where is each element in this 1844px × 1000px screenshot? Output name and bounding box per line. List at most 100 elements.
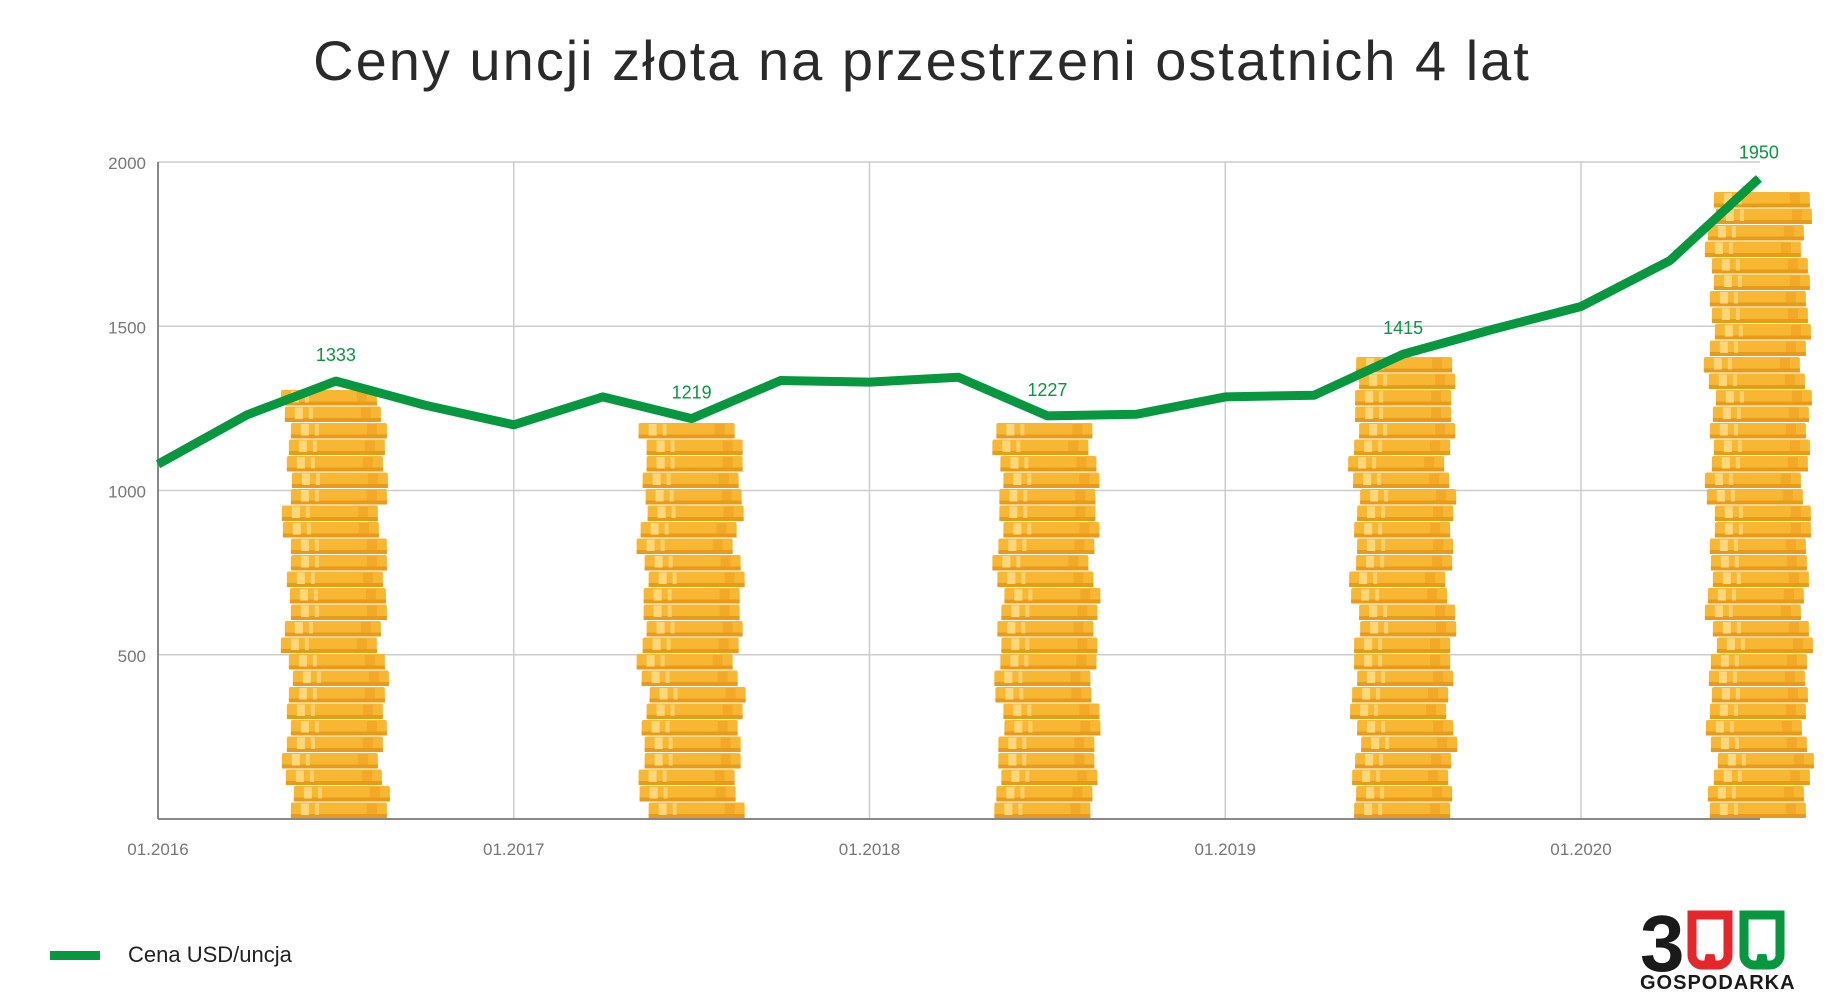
coin-stacks-layer [280, 192, 1814, 818]
coin [994, 670, 1091, 686]
coin [1714, 324, 1811, 340]
coin [1707, 225, 1804, 241]
y-tick-label: 1500 [108, 318, 146, 337]
coin [292, 670, 389, 686]
coin [1716, 637, 1813, 653]
coin [286, 571, 383, 587]
coin [1713, 439, 1810, 455]
data-label: 1227 [1027, 380, 1067, 400]
coin [1360, 489, 1457, 505]
coin-stack [1348, 357, 1458, 818]
x-tick-label: 01.2019 [1195, 840, 1256, 859]
coin [1707, 786, 1804, 802]
coin [1711, 687, 1808, 703]
coin [992, 555, 1089, 571]
coin [1354, 637, 1451, 653]
coin [644, 555, 741, 571]
coin [1357, 505, 1454, 521]
coin [649, 687, 746, 703]
coin [998, 736, 1095, 752]
coin [1711, 307, 1808, 323]
coin [1360, 621, 1457, 637]
coin [290, 423, 387, 439]
coin [1705, 720, 1802, 736]
coin [281, 753, 378, 769]
coin [996, 786, 1093, 802]
coin [290, 604, 387, 620]
coin [1359, 373, 1456, 389]
coin [1709, 538, 1806, 554]
coin [999, 489, 1096, 505]
coin [998, 538, 1095, 554]
coin [1350, 703, 1447, 719]
data-label: 1950 [1739, 142, 1779, 162]
coin [1712, 571, 1809, 587]
coin [1352, 687, 1449, 703]
data-label: 1333 [316, 345, 356, 365]
coin [1709, 802, 1806, 818]
coin [288, 654, 385, 670]
coin [1713, 274, 1810, 290]
coin [285, 769, 382, 785]
coin [1356, 786, 1453, 802]
coin [1359, 604, 1456, 620]
coin [1354, 522, 1451, 538]
coin [997, 571, 1094, 587]
coin [1354, 802, 1451, 818]
coin [642, 472, 739, 488]
coin [1704, 472, 1801, 488]
coin [1355, 390, 1452, 406]
x-tick-label: 01.2018 [839, 840, 900, 859]
coin [644, 753, 741, 769]
y-tick-label: 1000 [108, 483, 146, 502]
coin [643, 604, 740, 620]
coin [1359, 423, 1456, 439]
coin [1001, 604, 1098, 620]
coin [1354, 439, 1451, 455]
coin [1001, 769, 1098, 785]
coin [1003, 472, 1100, 488]
coin [286, 736, 383, 752]
coin [1355, 406, 1452, 422]
legend-swatch [50, 950, 100, 960]
svg-text:3: 3 [1640, 905, 1685, 975]
coin [648, 571, 745, 587]
coin [1715, 208, 1812, 224]
coin [1001, 637, 1098, 653]
x-tick-label: 01.2016 [127, 840, 188, 859]
coin [1351, 588, 1448, 604]
coin [1704, 241, 1801, 257]
coin [1000, 456, 1097, 472]
coin [290, 802, 387, 818]
line-layer [155, 175, 1762, 469]
coin [1003, 703, 1100, 719]
coin [1709, 703, 1806, 719]
coin [998, 753, 1095, 769]
coin [647, 505, 744, 521]
coin [638, 423, 735, 439]
coin [291, 472, 388, 488]
coin [641, 720, 738, 736]
coin [1004, 720, 1101, 736]
coin [1348, 456, 1445, 472]
coin [286, 456, 383, 472]
coin [996, 423, 1093, 439]
coin [1004, 588, 1101, 604]
logo-mark: 3 [1640, 899, 1785, 988]
coin [642, 637, 739, 653]
coin [1349, 571, 1446, 587]
coin [290, 555, 387, 571]
logo: 3 GOSPODARKA [1640, 899, 1800, 995]
x-tick-label: 01.2020 [1550, 840, 1611, 859]
grid-layer [157, 161, 1760, 819]
coin [639, 786, 736, 802]
coin [1707, 588, 1804, 604]
coin [1710, 654, 1807, 670]
coin [290, 720, 387, 736]
coin [646, 621, 743, 637]
coin [290, 538, 387, 554]
coin [1710, 736, 1807, 752]
coin [282, 522, 379, 538]
coin [1356, 555, 1453, 571]
